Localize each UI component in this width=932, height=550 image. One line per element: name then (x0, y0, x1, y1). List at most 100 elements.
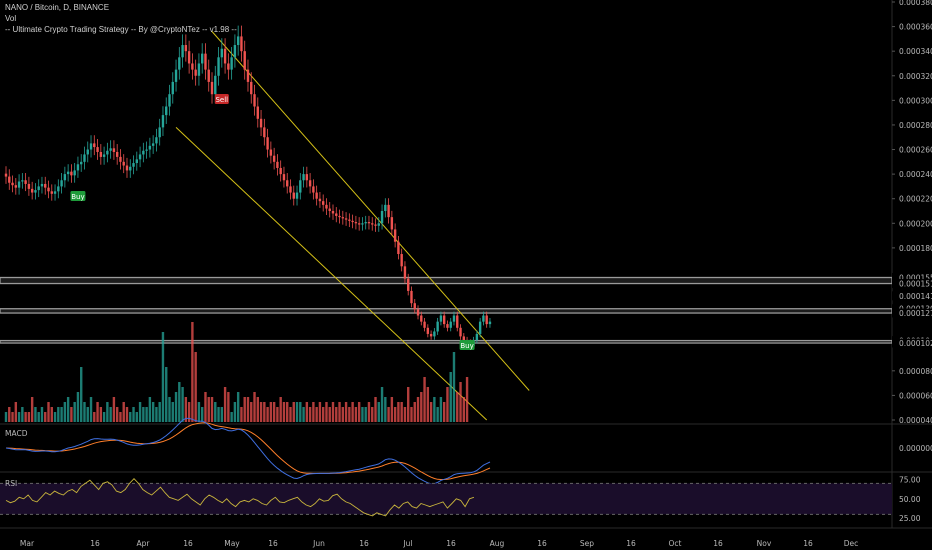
volume-bar (331, 402, 335, 422)
macd-line (5, 417, 491, 485)
candle-body (361, 223, 364, 225)
candle-body (423, 321, 426, 328)
volume-bar (17, 412, 21, 422)
rsi-line (5, 478, 475, 517)
volume-bar (436, 407, 439, 422)
volume-bar (210, 397, 214, 422)
candle-body (308, 180, 312, 187)
volume-bar (279, 397, 282, 422)
volume-bar (50, 407, 53, 422)
volume-bar (446, 387, 449, 422)
trade-signals: Buy Sell Buy (70, 94, 475, 350)
volume-bar (439, 397, 443, 422)
candle-body (50, 191, 53, 194)
candle-body (344, 218, 348, 220)
candle-body (459, 327, 462, 337)
candle-body (184, 45, 188, 52)
candle-body (266, 137, 269, 150)
sr-zone-fill (0, 340, 892, 344)
time-axis-label: Mar (20, 539, 35, 548)
candle-body (325, 204, 328, 209)
price-level-label: 0.0001026 (899, 339, 932, 348)
price-tick-label: 0.0002000 (899, 219, 932, 228)
descending-channel (175, 31, 530, 421)
sr-zone-fill (0, 277, 892, 284)
volume-bar (236, 392, 240, 422)
candle-body (21, 180, 24, 182)
candle-body (63, 174, 67, 181)
volume-bar (344, 402, 348, 422)
volume-bar (21, 407, 24, 422)
price-tick-label: 0.0002600 (899, 146, 932, 155)
volume-bar (197, 402, 201, 422)
candle-body (367, 222, 371, 224)
volume-bar (243, 397, 246, 422)
volume-bar (174, 392, 178, 422)
volume-bar (308, 407, 312, 422)
volume-bar (34, 407, 37, 422)
price-tick-label: 0.0000600 (899, 391, 932, 400)
volume-bar (44, 412, 47, 422)
volume-bar (318, 402, 322, 422)
price-tick-label: 0.0002200 (899, 195, 932, 204)
candle-body (250, 81, 253, 95)
candle-body (357, 223, 361, 225)
candle-body (27, 183, 31, 189)
candle-body (142, 150, 145, 155)
volume-bar (299, 402, 302, 422)
volume-bar (282, 402, 286, 422)
price-tick-label: 0.0000800 (899, 367, 932, 376)
time-axis-label: Oct (669, 539, 682, 548)
candle-body (295, 192, 299, 199)
price-tick-label: 0.0001800 (899, 244, 932, 253)
candle-body (80, 161, 83, 165)
volume-bar (390, 397, 394, 422)
volume-bar (102, 412, 106, 422)
volume-bar (165, 367, 168, 422)
candle-body (452, 315, 456, 322)
candle-body (89, 143, 93, 150)
price-level-label: 0.0001559 (899, 274, 932, 283)
candle-body (86, 149, 89, 155)
volume-bar (374, 397, 377, 422)
volume-bar (253, 392, 256, 422)
volume-bar (429, 402, 433, 422)
sr-zone-fill (0, 308, 892, 314)
volume-bar (83, 402, 86, 422)
volume-bar (286, 402, 289, 422)
time-axis-label: 16 (90, 539, 100, 548)
candle-body (57, 186, 60, 192)
volume-bar (420, 392, 423, 422)
price-tick-label: 0.0003400 (899, 47, 932, 56)
candle-body (253, 94, 256, 107)
candle-body (181, 45, 184, 58)
volume-bar (272, 402, 276, 422)
candle-body (449, 321, 452, 328)
volume-bar (397, 402, 400, 422)
candle-body (328, 208, 331, 211)
candle-body (151, 143, 155, 146)
candle-body (276, 161, 279, 168)
candle-body (286, 180, 289, 187)
volume-bar (449, 372, 452, 422)
volume-bar (465, 377, 469, 422)
candle-body (272, 155, 276, 162)
price-tick-label: 0.0003600 (899, 23, 932, 32)
price-tick-label: 0.0002800 (899, 121, 932, 130)
candle-body (204, 53, 207, 70)
candle-body (400, 254, 403, 267)
rsi-tick-label: 50.00 (899, 495, 921, 504)
volume-bar (11, 412, 14, 422)
candle-body (433, 331, 436, 337)
candle-body (178, 57, 181, 70)
candle-body (102, 154, 106, 157)
candle-body (129, 166, 132, 171)
volume-bar (266, 407, 269, 422)
volume-bar (259, 402, 263, 422)
candle-body (125, 165, 129, 171)
time-axis-label: Jun (312, 539, 325, 548)
candle-body (171, 81, 174, 95)
time-axis-label: Nov (757, 539, 772, 548)
volume-bar (184, 397, 188, 422)
